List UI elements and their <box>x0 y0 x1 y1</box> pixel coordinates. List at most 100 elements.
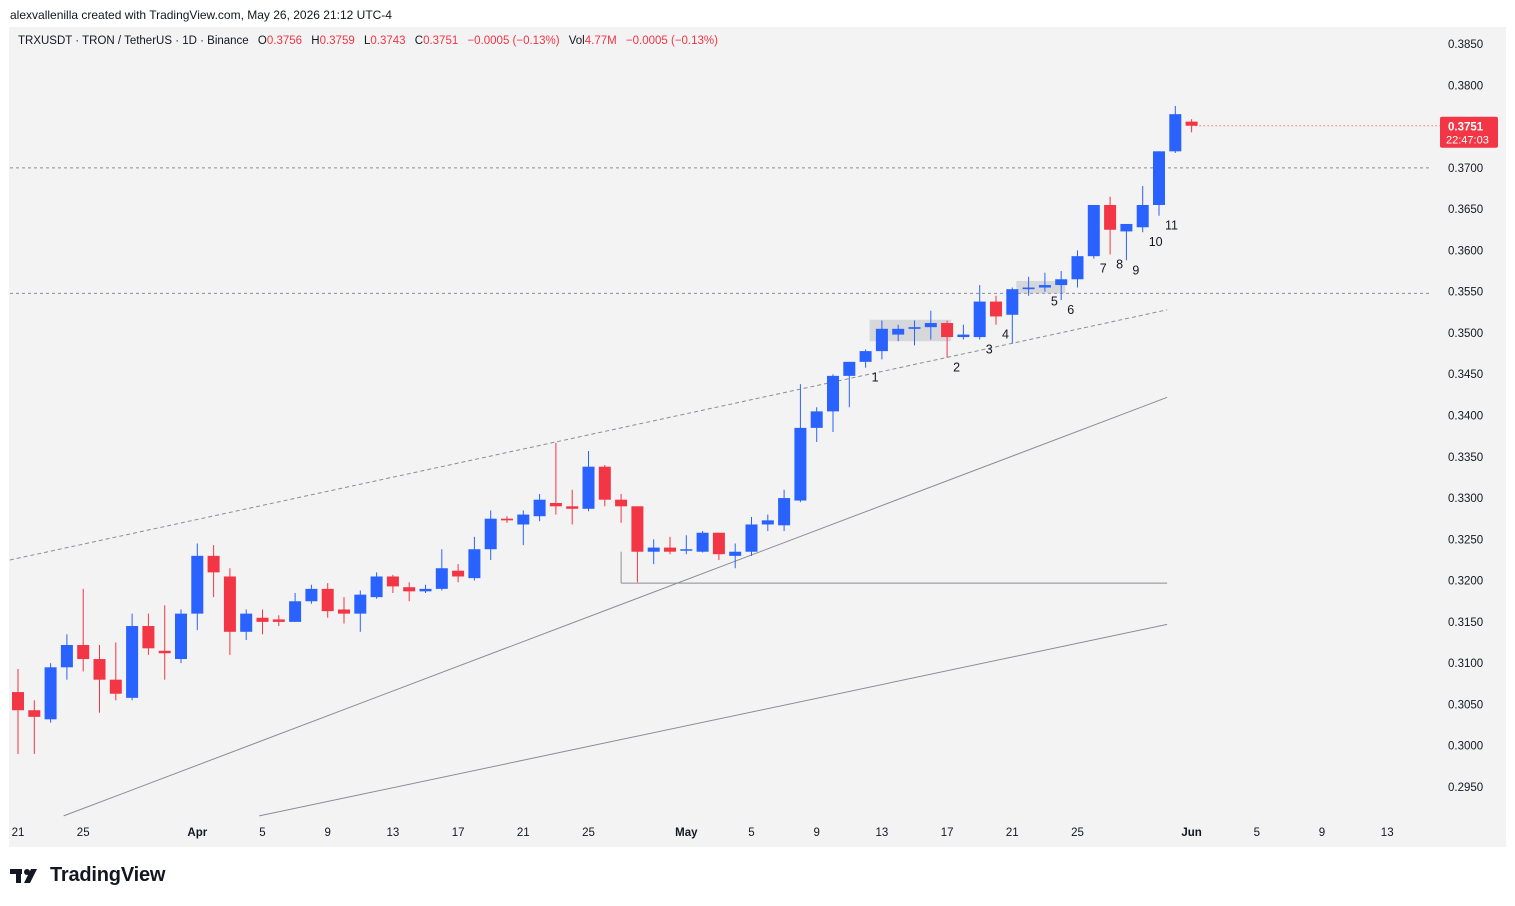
candle-up[interactable] <box>517 514 530 525</box>
candle-down[interactable] <box>93 659 106 680</box>
candle-up[interactable] <box>1120 223 1133 232</box>
candle-up[interactable] <box>1153 151 1165 205</box>
candle-up[interactable] <box>729 551 742 556</box>
y-axis-tick: 0.3800 <box>1448 80 1483 92</box>
candle-down[interactable] <box>403 587 416 592</box>
candle-down[interactable] <box>256 617 269 622</box>
candle-up[interactable] <box>973 301 986 338</box>
candle-down[interactable] <box>566 506 579 509</box>
candle-up[interactable] <box>778 498 791 526</box>
low-value: 0.3743 <box>370 35 406 47</box>
candle-up[interactable] <box>1136 204 1149 228</box>
y-axis-tick: 0.3200 <box>1448 576 1483 588</box>
candle-down[interactable] <box>142 626 155 649</box>
y-axis-tick: 0.3000 <box>1448 741 1483 753</box>
x-axis-tick: 21 <box>1006 827 1019 839</box>
high-value: 0.3759 <box>319 35 355 47</box>
chart-caption: alexvallenilla created with TradingView.… <box>10 8 392 22</box>
candle-up[interactable] <box>305 588 318 602</box>
candle-down[interactable] <box>549 503 562 507</box>
candle-down[interactable] <box>207 555 220 573</box>
candle-down[interactable] <box>941 323 954 338</box>
candle-up[interactable] <box>175 613 187 660</box>
symbol-title[interactable]: TRXUSDT · TRON / TetherUS · 1D · Binance <box>18 35 249 47</box>
candle-up[interactable] <box>419 588 432 592</box>
candle-down[interactable] <box>501 518 513 521</box>
candle-down[interactable] <box>12 692 24 711</box>
candle-up[interactable] <box>126 626 139 698</box>
candle-down[interactable] <box>109 679 122 694</box>
candle-up[interactable] <box>875 328 888 352</box>
candle-up[interactable] <box>435 568 448 589</box>
lower-trendline[interactable] <box>63 396 1168 817</box>
x-axis-tick: 5 <box>1254 827 1260 839</box>
candle-up[interactable] <box>827 375 839 412</box>
last-price-badge[interactable] <box>1440 116 1498 148</box>
candle-down[interactable] <box>1185 121 1198 126</box>
candle-down[interactable] <box>712 532 725 555</box>
candle-up[interactable] <box>647 547 660 552</box>
candle-up[interactable] <box>370 576 383 598</box>
candle-down[interactable] <box>615 499 628 507</box>
candle-down[interactable] <box>223 576 236 632</box>
candle-up[interactable] <box>1022 287 1035 290</box>
wave-label: 7 <box>1100 262 1107 276</box>
candle-up[interactable] <box>1006 289 1019 315</box>
candle-up[interactable] <box>859 351 872 362</box>
upper-channel-line[interactable] <box>9 309 1168 561</box>
wave-label: 3 <box>986 343 993 357</box>
wave-label: 11 <box>1165 219 1178 233</box>
y-axis-tick: 0.3500 <box>1448 328 1483 340</box>
candle-up[interactable] <box>533 499 546 517</box>
candle-down[interactable] <box>28 710 41 717</box>
candle-up[interactable] <box>1087 204 1100 257</box>
candle-up[interactable] <box>680 549 693 551</box>
candle-up[interactable] <box>468 549 481 579</box>
wave-label: 2 <box>953 361 960 375</box>
candle-down[interactable] <box>631 506 644 552</box>
candle-up[interactable] <box>44 667 57 720</box>
candle-down[interactable] <box>386 576 399 587</box>
candle-up[interactable] <box>484 518 497 550</box>
candle-down[interactable] <box>321 588 334 612</box>
candle-down[interactable] <box>452 570 465 577</box>
candle-down[interactable] <box>664 547 676 552</box>
price-change: −0.0005 (−0.13%) <box>467 35 560 47</box>
candle-up[interactable] <box>1038 285 1051 288</box>
candle-up[interactable] <box>843 361 856 376</box>
candle-down[interactable] <box>158 650 171 654</box>
candle-up[interactable] <box>582 466 595 509</box>
wave-label: 6 <box>1067 303 1074 317</box>
candle-up[interactable] <box>289 601 302 622</box>
x-axis-tick: 5 <box>259 827 265 839</box>
candle-up[interactable] <box>810 411 823 428</box>
candle-up[interactable] <box>1169 114 1182 152</box>
open-value: 0.3756 <box>266 35 303 47</box>
brand-name: TradingView <box>50 864 166 886</box>
candle-up[interactable] <box>745 524 758 552</box>
close-label: C <box>414 35 424 47</box>
candle-down[interactable] <box>598 466 611 500</box>
candle-up[interactable] <box>761 520 774 525</box>
candle-up[interactable] <box>1071 256 1084 280</box>
candle-down[interactable] <box>990 301 1002 317</box>
candle-up[interactable] <box>60 645 73 668</box>
candle-up[interactable] <box>794 427 807 501</box>
candle-up[interactable] <box>354 594 367 614</box>
candle-up[interactable] <box>908 327 921 329</box>
base-trendline[interactable] <box>259 623 1168 817</box>
candle-down[interactable] <box>77 645 90 660</box>
candle-up[interactable] <box>240 613 253 632</box>
candle-down[interactable] <box>272 619 285 622</box>
candle-down[interactable] <box>1104 204 1117 230</box>
candle-up[interactable] <box>191 555 204 614</box>
candle-up[interactable] <box>957 334 970 338</box>
candle-up[interactable] <box>1055 279 1068 286</box>
candle-up[interactable] <box>924 323 937 328</box>
y-axis-tick: 0.3850 <box>1448 39 1483 51</box>
x-axis-tick: 9 <box>324 827 330 839</box>
candle-up[interactable] <box>696 532 709 552</box>
candle-down[interactable] <box>338 609 350 614</box>
candle-up[interactable] <box>892 328 905 335</box>
